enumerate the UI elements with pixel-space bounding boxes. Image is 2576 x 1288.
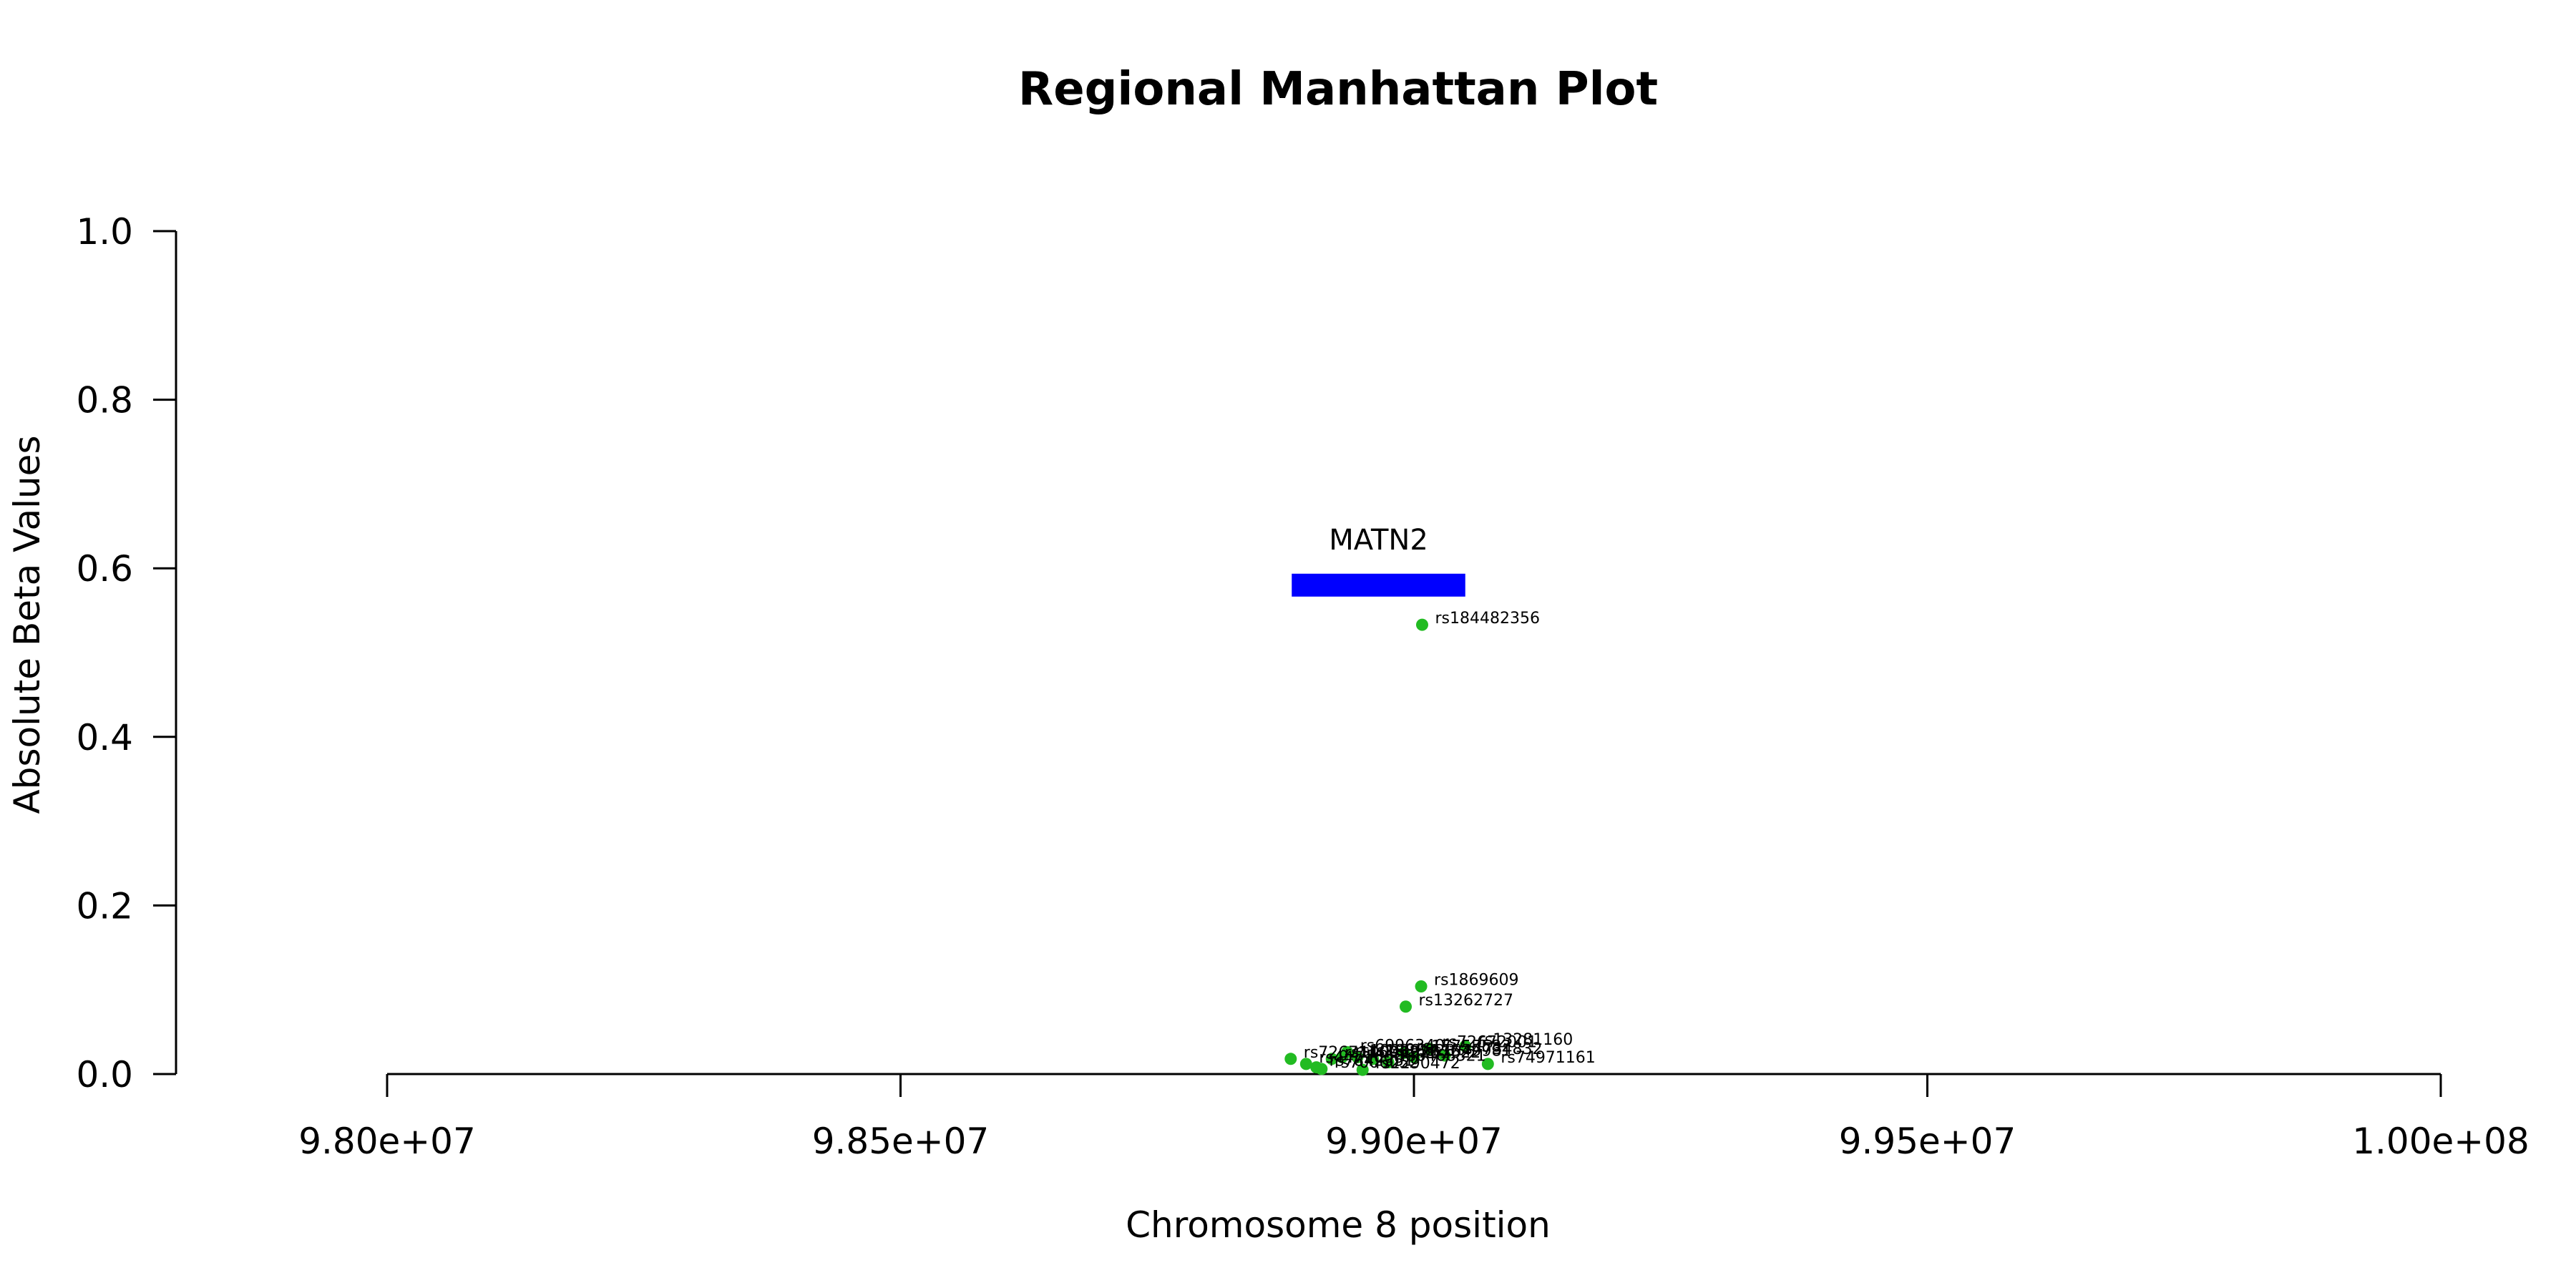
snp-label: rs72672001	[1443, 1034, 1537, 1052]
x-tick-label: 9.90e+07	[1325, 1121, 1503, 1162]
x-tick-label: 1.00e+08	[2352, 1121, 2529, 1162]
snp-label: rs6996340	[1360, 1037, 1445, 1055]
snp-label: rs2290472	[1375, 1055, 1460, 1073]
snp-label: rs4734832	[1458, 1040, 1543, 1058]
y-tick-label: 0.2	[76, 885, 133, 927]
x-axis-label: Chromosome 8 position	[1126, 1204, 1551, 1246]
data-point	[1397, 1047, 1410, 1060]
data-point	[1356, 1063, 1369, 1076]
snp-labels: rs184482356 rs1869609 rs13262727 rs72671160…	[1304, 610, 1596, 1073]
data-point	[1299, 1058, 1312, 1070]
data-point	[1351, 1050, 1364, 1063]
data-point	[1325, 1053, 1338, 1065]
snp-label: rs6468321	[1401, 1048, 1486, 1065]
data-point	[1438, 1049, 1451, 1062]
y-ticks: 0.0 0.2 0.4 0.6 0.8 1.0	[76, 211, 176, 1096]
data-point	[1382, 1056, 1395, 1069]
snp-label: rs1886828	[1370, 1042, 1455, 1060]
data-point	[1415, 980, 1428, 992]
data-point	[1367, 1053, 1380, 1065]
data-point	[1459, 1040, 1472, 1053]
snp-label: rs184482356	[1435, 610, 1539, 628]
snp-label: rs74971161	[1501, 1049, 1595, 1067]
snp-label: rs1549981	[1427, 1042, 1512, 1060]
data-point	[1400, 1000, 1413, 1013]
snp-label: rs1038611	[1355, 1042, 1440, 1060]
y-tick-label: 0.6	[76, 548, 133, 590]
gene-bar	[1292, 573, 1465, 597]
snp-label: rs10096226	[1345, 1044, 1439, 1062]
gene-label: MATN2	[1329, 524, 1428, 557]
data-point	[1284, 1053, 1297, 1065]
snp-label: rs72671160	[1304, 1044, 1398, 1062]
snp-label: rs13262727	[1419, 992, 1513, 1010]
data-point	[1423, 1043, 1436, 1055]
y-axis: 0.0 0.2 0.4 0.6 0.8 1.0	[76, 211, 177, 1096]
x-tick-label: 9.85e+07	[812, 1121, 990, 1162]
data-point	[1415, 618, 1428, 631]
x-axis: 9.80e+07 9.85e+07 9.90e+07 9.95e+07 1.00e+08	[298, 1073, 2529, 1162]
chart-title: Regional Manhattan Plot	[1018, 63, 1658, 116]
y-axis-label: Absolute Beta Values	[6, 436, 48, 814]
snp-label: rs4471600	[1319, 1049, 1404, 1067]
y-tick-label: 0.4	[76, 717, 133, 758]
y-tick-label: 0.0	[76, 1054, 133, 1096]
data-point	[1481, 1058, 1494, 1070]
snp-label: rs13257622	[1386, 1044, 1480, 1062]
snp-label: rs1869609	[1434, 971, 1518, 989]
data-point	[1407, 1050, 1420, 1063]
data-point	[1336, 1050, 1349, 1063]
snp-label: rs7842351	[1330, 1053, 1415, 1070]
x-tick-label: 9.95e+07	[1839, 1121, 2016, 1162]
snp-label: rs7006052	[1335, 1054, 1420, 1072]
data-point	[1315, 1063, 1328, 1075]
data-points	[1284, 618, 1494, 1076]
y-tick-label: 1.0	[76, 211, 133, 253]
y-tick-label: 0.8	[76, 380, 133, 421]
snp-label: rs13281160	[1478, 1031, 1573, 1049]
x-tick-label: 9.80e+07	[298, 1121, 476, 1162]
gene-track: MATN2	[1292, 524, 1465, 597]
snp-label: rs17755582	[1417, 1038, 1511, 1056]
x-ticks: 9.80e+07 9.85e+07 9.90e+07 9.95e+07 1.00e+08	[298, 1074, 2529, 1162]
